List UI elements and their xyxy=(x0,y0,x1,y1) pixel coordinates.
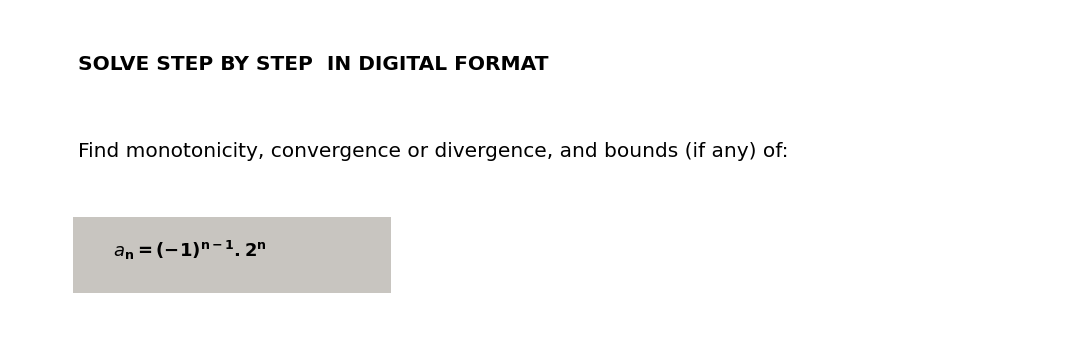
Text: Find monotonicity, convergence or divergence, and bounds (if any) of:: Find monotonicity, convergence or diverg… xyxy=(78,142,788,161)
Text: $\mathbf{\mathit{a}}_{\mathbf{n}}\mathbf{=(-1)^{n-1}.2^{n}}$: $\mathbf{\mathit{a}}_{\mathbf{n}}\mathbf… xyxy=(113,239,267,262)
FancyBboxPatch shape xyxy=(73,217,391,293)
Text: SOLVE STEP BY STEP  IN DIGITAL FORMAT: SOLVE STEP BY STEP IN DIGITAL FORMAT xyxy=(78,55,548,74)
